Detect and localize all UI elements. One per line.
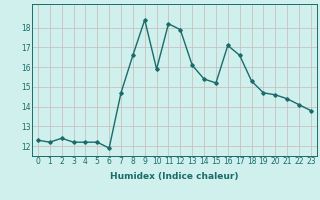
X-axis label: Humidex (Indice chaleur): Humidex (Indice chaleur) xyxy=(110,172,239,181)
